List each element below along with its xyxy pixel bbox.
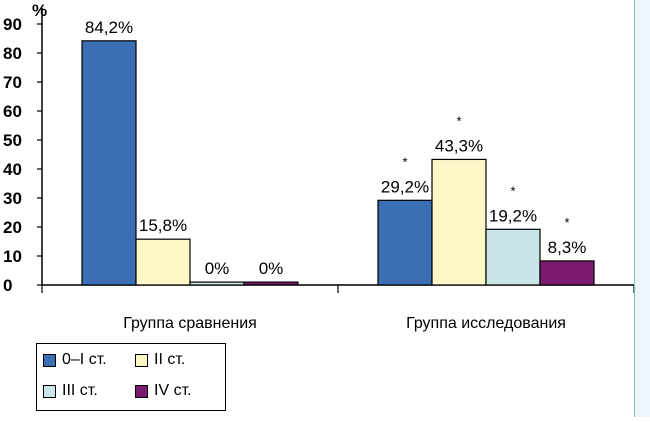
significance-star: * xyxy=(564,215,569,230)
data-label: 8,3% xyxy=(548,238,587,257)
data-label: 19,2% xyxy=(489,206,537,225)
legend-label-1: II ст. xyxy=(154,351,186,368)
bar xyxy=(243,281,299,286)
data-label: 29,2% xyxy=(381,177,429,196)
y-tick-label: 0 xyxy=(3,276,12,295)
right-edge-decoration xyxy=(634,0,650,417)
bar xyxy=(189,281,245,286)
significance-star: * xyxy=(456,113,461,128)
y-tick-label: 40 xyxy=(3,160,22,179)
bar xyxy=(431,158,487,286)
y-tick-label: 80 xyxy=(3,44,22,63)
bar xyxy=(81,40,137,286)
x-category-label: Группа сравнения xyxy=(123,315,257,332)
bar xyxy=(135,238,191,286)
legend-label-0: 0–I ст. xyxy=(62,351,107,368)
data-label: 0% xyxy=(205,259,230,278)
legend-item-0: 0–I ст. xyxy=(43,351,107,369)
legend-item-3: IV ст. xyxy=(135,382,192,400)
y-axis-title: % xyxy=(32,1,47,20)
legend-item-2: III ст. xyxy=(43,382,98,400)
legend-label-2: III ст. xyxy=(62,382,98,399)
bar xyxy=(485,228,541,286)
data-label: 0% xyxy=(259,259,284,278)
data-label: 43,3% xyxy=(435,136,483,155)
data-label: 15,8% xyxy=(139,216,187,235)
y-tick-label: 30 xyxy=(3,189,22,208)
legend-swatch-1 xyxy=(135,353,148,367)
legend-item-1: II ст. xyxy=(135,351,185,369)
legend-label-3: IV ст. xyxy=(154,382,192,399)
y-tick-label: 20 xyxy=(3,218,22,237)
bar xyxy=(377,199,433,286)
y-tick-label: 70 xyxy=(3,73,22,92)
legend-swatch-3 xyxy=(135,384,148,398)
data-label: 84,2% xyxy=(85,18,133,37)
bar xyxy=(539,260,595,286)
y-tick-label: 50 xyxy=(3,131,22,150)
significance-star: * xyxy=(510,183,515,198)
y-tick-label: 10 xyxy=(3,247,22,266)
y-tick-label: 90 xyxy=(3,15,22,34)
significance-star: * xyxy=(402,154,407,169)
y-tick-label: 60 xyxy=(3,102,22,121)
legend-swatch-0 xyxy=(43,353,56,367)
x-category-label: Группа исследования xyxy=(406,315,566,332)
legend-swatch-2 xyxy=(43,384,56,398)
legend: 0–I ст. II ст. III ст. IV ст. xyxy=(36,343,226,411)
